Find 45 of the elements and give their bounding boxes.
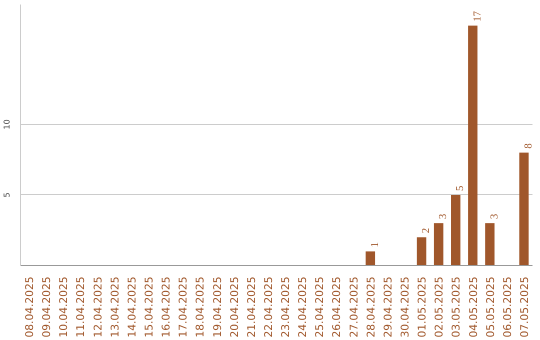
x-tick-label: 07.05.2025	[518, 276, 531, 338]
x-tick-label: 20.04.2025	[228, 276, 241, 338]
x-tick-label: 05.05.2025	[484, 276, 497, 338]
y-tick-label: 10	[2, 119, 12, 130]
bar	[416, 237, 426, 266]
x-tick-label: 18.04.2025	[194, 276, 207, 338]
x-tick-label: 24.04.2025	[296, 276, 310, 338]
data-label: 2	[421, 228, 432, 234]
bar	[468, 26, 478, 266]
x-tick-label: 15.04.2025	[142, 276, 156, 338]
x-tick-label: 17.04.2025	[176, 276, 190, 338]
x-tick-label: 13.04.2025	[108, 276, 122, 338]
x-tick-label: 16.04.2025	[160, 276, 173, 338]
x-tick-label: 25.04.2025	[313, 276, 326, 338]
x-tick-label: 08.04.2025	[23, 276, 36, 338]
x-tick-label: 04.05.2025	[466, 276, 480, 338]
bar	[366, 251, 376, 266]
bar	[451, 194, 460, 266]
x-tick-label: 26.04.2025	[330, 276, 344, 338]
x-tick-label: 14.04.2025	[125, 276, 138, 338]
x-tick-label: 21.04.2025	[244, 276, 258, 338]
data-label: 1	[370, 242, 381, 248]
x-tick-label: 19.04.2025	[210, 276, 224, 338]
x-tick-label: 23.04.2025	[279, 276, 292, 338]
data-label: 17	[472, 10, 484, 22]
x-tick-label: 29.04.2025	[381, 276, 394, 338]
x-tick-label: 10.04.2025	[57, 276, 70, 338]
x-tick-label: 01.05.2025	[416, 276, 429, 338]
data-label: 3	[489, 214, 500, 220]
x-tick-label: 12.04.2025	[91, 276, 104, 338]
x-tick-label: 06.05.2025	[500, 276, 514, 338]
data-label: 3	[438, 214, 450, 220]
bar	[485, 223, 495, 266]
data-label: 8	[523, 143, 534, 149]
x-tick-label: 28.04.2025	[364, 276, 378, 338]
x-tick-label: 03.05.2025	[450, 276, 463, 338]
x-tick-label: 02.05.2025	[432, 276, 446, 338]
x-tick-label: 22.04.2025	[262, 276, 275, 338]
x-tick-label: 27.04.2025	[347, 276, 360, 338]
bar	[519, 152, 529, 266]
bar	[434, 223, 444, 266]
data-label: 5	[455, 186, 466, 191]
x-tick-label: 09.04.2025	[40, 276, 54, 338]
x-tick-label: 30.04.2025	[398, 276, 412, 338]
x-tick-label: 11.04.2025	[74, 276, 88, 338]
